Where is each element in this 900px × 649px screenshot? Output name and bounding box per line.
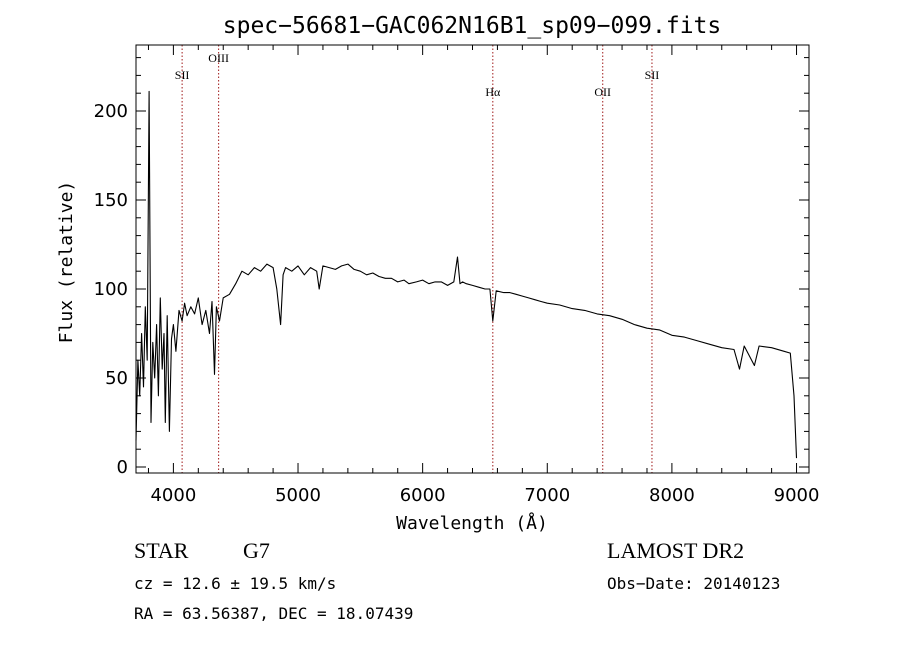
x-tick-label: 7000 — [524, 485, 570, 506]
spectral-line-label: OIII — [208, 51, 229, 65]
spectrum-line — [135, 90, 798, 459]
chart-title: spec−56681−GAC062N16B1_sp09−099.fits — [223, 13, 722, 39]
x-tick-label: 9000 — [774, 485, 820, 506]
y-axis-label: Flux (relative) — [56, 181, 77, 344]
spectral-line-labels: SII OIII Hα OII SII — [175, 51, 660, 99]
obs-date-text: Obs−Date: 20140123 — [607, 574, 780, 593]
spectral-line-markers — [181, 45, 653, 473]
info-panel: STAR G7 LAMOST DR2 cz = 12.6 ± 19.5 km/s… — [134, 538, 780, 623]
x-tick-label: 6000 — [400, 485, 446, 506]
spectral-line-label: SII — [175, 68, 190, 82]
y-tick-label: 100 — [94, 279, 128, 300]
y-axis-ticks: 0 50 100 150 200 — [94, 57, 809, 478]
coordinates-text: RA = 63.56387, DEC = 18.07439 — [134, 604, 413, 623]
x-axis-label: Wavelength (Å) — [396, 512, 548, 534]
survey-name: LAMOST DR2 — [607, 538, 744, 563]
y-tick-label: 50 — [105, 368, 128, 389]
y-tick-label: 0 — [117, 457, 128, 478]
y-tick-label: 200 — [94, 101, 128, 122]
redshift-text: cz = 12.6 ± 19.5 km/s — [134, 574, 336, 593]
spectral-line-label: Hα — [485, 85, 501, 99]
object-class: STAR — [134, 538, 189, 563]
object-subclass: G7 — [243, 538, 270, 563]
y-tick-label: 150 — [94, 190, 128, 211]
x-tick-label: 5000 — [275, 485, 321, 506]
x-tick-label: 8000 — [649, 485, 695, 506]
spectral-line-label: OII — [594, 85, 611, 99]
spectral-line-label: SII — [645, 68, 660, 82]
x-tick-label: 4000 — [150, 485, 196, 506]
x-axis-ticks: 4000 5000 6000 7000 8000 9000 — [147, 45, 820, 506]
